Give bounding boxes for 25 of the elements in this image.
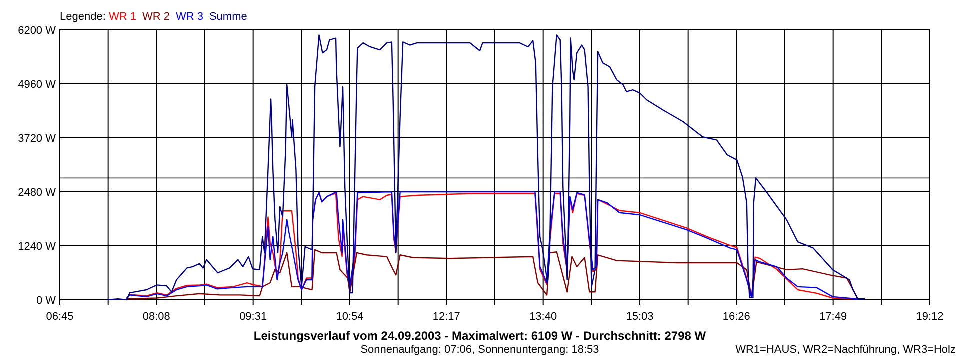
text: WR1=HAUS, WR2=Nachführung, WR3=Holz — [736, 344, 956, 356]
text: Summe — [209, 11, 248, 23]
text: WR 3 — [176, 11, 204, 23]
legend-title: Legende: — [60, 11, 109, 23]
x-tick-label: 13:40 — [530, 311, 558, 323]
x-tick-label: 08:08 — [142, 311, 170, 323]
x-tick-label: 17:49 — [820, 311, 848, 323]
x-tick-label: 16:26 — [722, 311, 750, 323]
x-tick-label: 10:54 — [336, 311, 364, 323]
text: WR 2 — [142, 11, 170, 23]
x-tick-label: 09:31 — [240, 311, 268, 323]
text: Sonnenaufgang: 07:06, Sonnenuntergang: 18:53 — [360, 344, 600, 356]
text: Leistungsverlauf vom 24.09.2003 - Maximalwert: 6109 W - Durchschnitt: 2798 W — [254, 329, 707, 343]
y-tick-label: 0 W — [36, 295, 57, 307]
text: WR 1 — [108, 11, 136, 23]
y-tick-label: 6200 W — [18, 25, 57, 37]
y-tick-label: 4960 W — [18, 79, 57, 91]
x-tick-label: 06:45 — [46, 311, 74, 323]
line-series — [108, 34, 866, 301]
y-tick-label: 1240 W — [18, 241, 57, 253]
x-tick-label: 15:03 — [626, 311, 654, 323]
y-tick-label: 2480 W — [18, 187, 57, 199]
y-tick-label: 3720 W — [18, 133, 57, 145]
x-tick-label: 12:17 — [432, 311, 460, 323]
x-tick-label: 19:12 — [916, 311, 944, 323]
